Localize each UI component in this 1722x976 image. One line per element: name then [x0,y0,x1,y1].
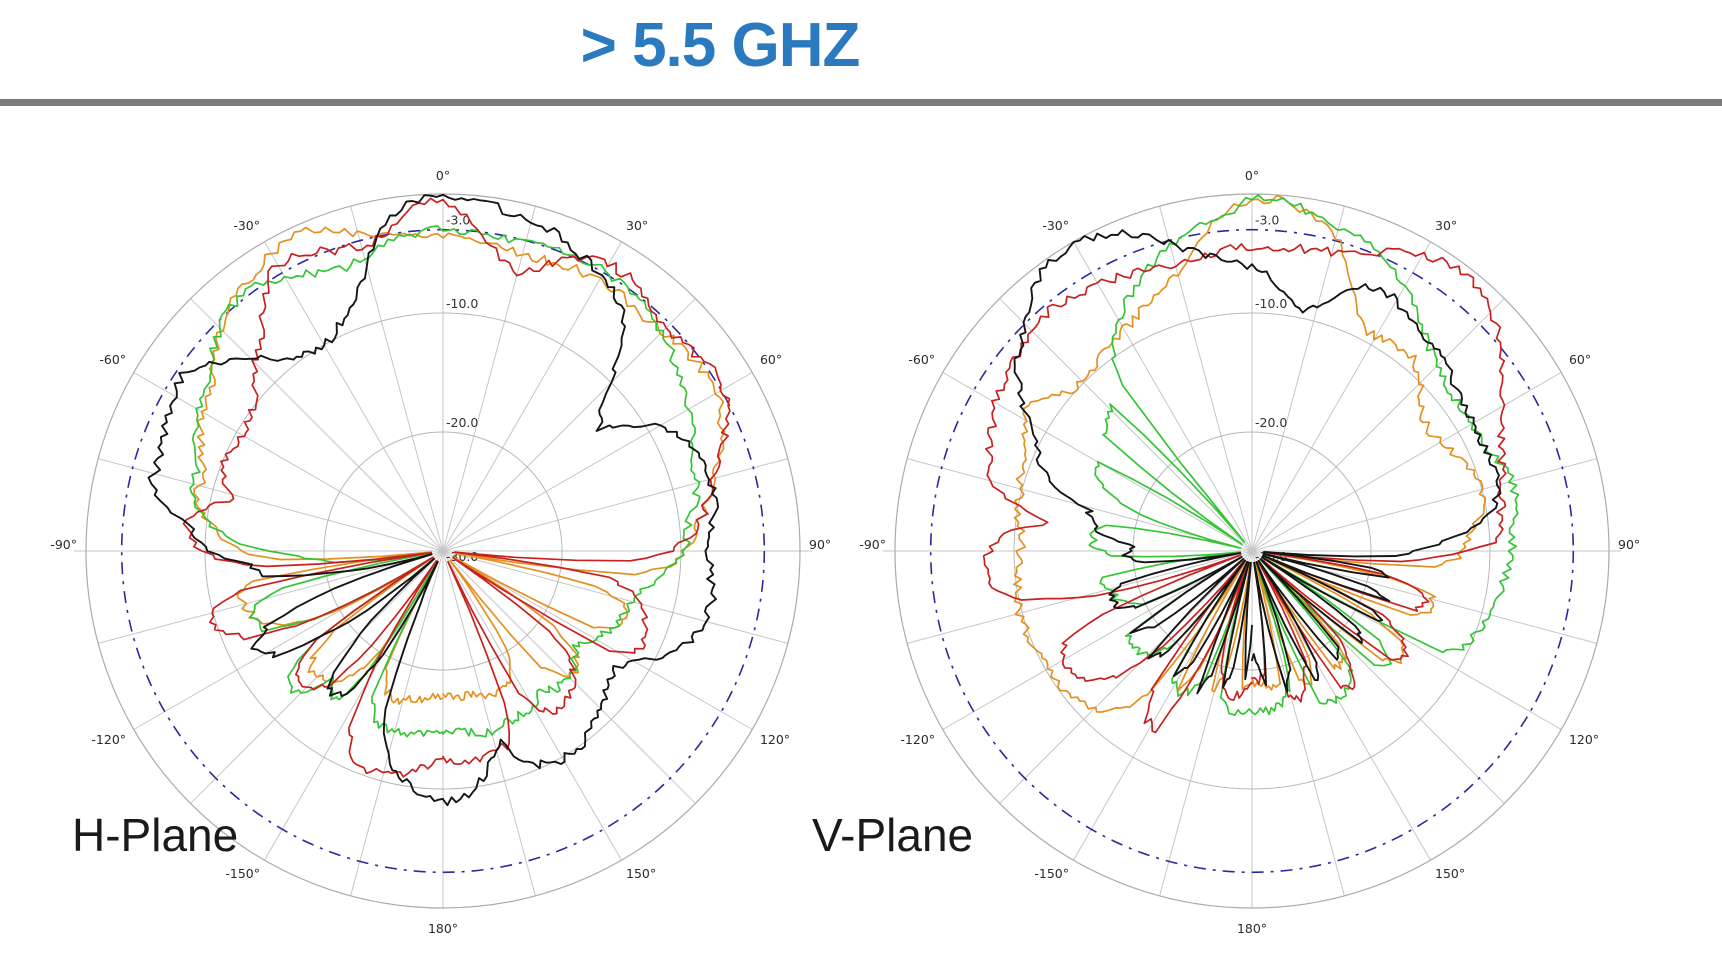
angle-label: 90° [809,537,831,552]
trace-black [147,193,719,807]
angle-label: -30° [233,218,260,233]
angle-label: 150° [1435,866,1465,881]
db-ring-label: -10.0 [1255,296,1287,311]
angle-label: 0° [436,168,450,183]
h-plane-chart: 0° 30° 60° 90° 120° 150° 180° -150° -120° -90° -60… [50,168,831,936]
trace-red [182,197,731,778]
angle-label: -150° [1034,866,1069,881]
angle-label: 30° [1435,218,1457,233]
angle-label: 90° [1618,537,1640,552]
title-divider [0,99,1722,106]
db-ring-label: -3.0 [1255,213,1279,228]
v-plane-label: V-Plane [812,809,974,861]
angle-label: 60° [760,352,782,367]
h-plane-label: H-Plane [72,809,239,861]
angle-label: -120° [900,732,935,747]
angle-label: -90° [859,537,886,552]
angle-label: -30° [1042,218,1069,233]
angle-label: -60° [908,352,935,367]
angle-label: -150° [225,866,260,881]
v-plane-chart: 0° 30° 60° 90° 120° 150° 180° -150° -120° -90° -60… [859,168,1640,936]
angle-label: -90° [50,537,77,552]
angle-label: 60° [1569,352,1591,367]
grid-ring [1132,431,1372,671]
page-title: > 5.5 GHZ [580,11,861,80]
angle-label: 120° [1569,732,1599,747]
reference-circle [120,228,766,874]
polar-grid [74,193,812,909]
angle-label: 30° [626,218,648,233]
angle-label: 180° [428,921,458,936]
angle-label: 120° [760,732,790,747]
angle-label: 150° [626,866,656,881]
grid-ring [1013,312,1491,790]
db-ring-label: -20.0 [446,415,478,430]
trace-green [189,225,701,738]
trace-black [1013,229,1502,695]
db-ring-label: -10.0 [446,296,478,311]
angle-label: 180° [1237,921,1267,936]
angle-label: -60° [99,352,126,367]
trace-red [982,243,1507,734]
angle-label: -120° [91,732,126,747]
grid-ring [323,431,563,671]
db-ring-label: -3.0 [446,213,470,228]
db-ring-label: -20.0 [1255,415,1287,430]
angle-label: 0° [1245,168,1259,183]
polar-grid [883,193,1621,909]
outer-ring [894,193,1610,909]
reference-circle [929,228,1575,874]
